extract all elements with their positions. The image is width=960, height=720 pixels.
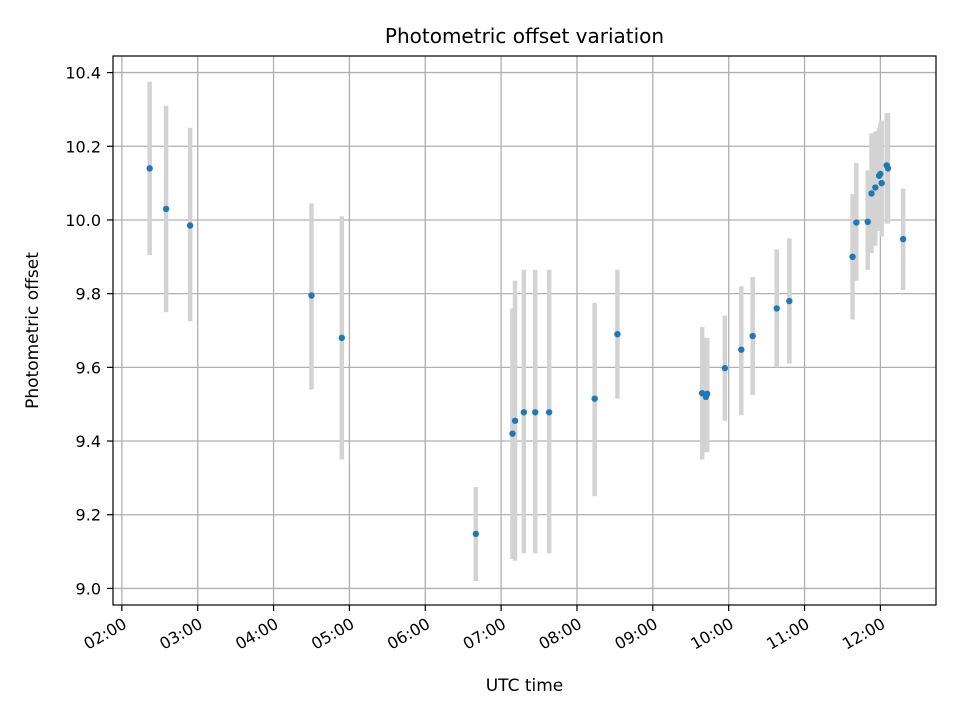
chart-title: Photometric offset variation bbox=[385, 24, 664, 48]
y-tick-label: 10.2 bbox=[65, 137, 101, 156]
data-point bbox=[511, 417, 519, 424]
data-point bbox=[749, 332, 756, 340]
y-tick-label: 9.4 bbox=[76, 432, 101, 451]
data-point bbox=[868, 190, 875, 197]
data-point bbox=[703, 390, 711, 398]
y-tick-label: 10.4 bbox=[65, 64, 101, 83]
data-point bbox=[338, 334, 346, 342]
data-point bbox=[532, 409, 539, 416]
data-point bbox=[877, 170, 884, 178]
data-points bbox=[146, 162, 907, 538]
data-point bbox=[853, 219, 860, 226]
data-point bbox=[738, 346, 745, 353]
data-point bbox=[786, 297, 793, 305]
data-point bbox=[146, 165, 153, 172]
data-point bbox=[520, 409, 528, 416]
data-point bbox=[591, 395, 598, 402]
y-tick-label: 9.6 bbox=[76, 358, 101, 377]
data-point bbox=[614, 330, 621, 338]
y-tick-label: 9.2 bbox=[76, 506, 101, 525]
data-point bbox=[162, 205, 170, 213]
x-axis-label: UTC time bbox=[486, 676, 564, 696]
data-point bbox=[721, 364, 729, 372]
data-point bbox=[884, 165, 892, 172]
y-tick-label: 9.0 bbox=[76, 579, 101, 598]
data-point bbox=[186, 222, 194, 229]
y-tick-label: 10.0 bbox=[65, 211, 101, 230]
data-point bbox=[864, 218, 871, 226]
data-point bbox=[773, 305, 780, 312]
data-point bbox=[899, 235, 907, 243]
data-point bbox=[308, 292, 315, 299]
data-point bbox=[878, 179, 885, 187]
data-point bbox=[509, 430, 516, 437]
data-point bbox=[472, 530, 480, 538]
plot-frame bbox=[112, 55, 937, 606]
y-axis-label: Photometric offset bbox=[23, 252, 43, 409]
data-point bbox=[545, 409, 553, 416]
data-point bbox=[849, 253, 856, 261]
data-point bbox=[872, 184, 879, 191]
y-axis: 9.0 9.2 9.4 9.6 9.8 10.0 10.2 10.4 bbox=[65, 64, 113, 598]
y-tick-label: 9.8 bbox=[76, 285, 101, 304]
